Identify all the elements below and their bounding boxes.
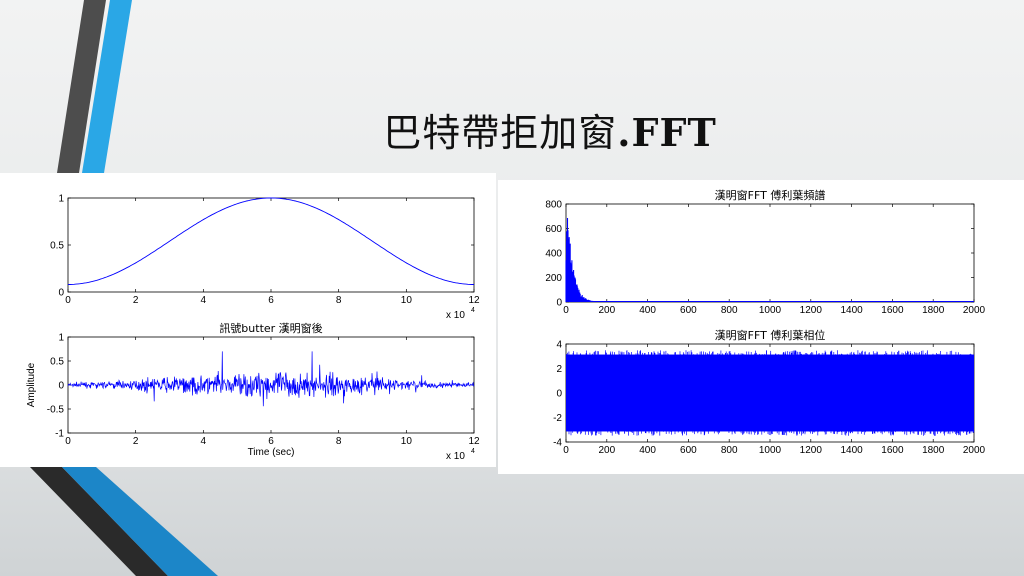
x-tick-label: 1600	[881, 305, 904, 316]
x-axis-exponent: 4	[471, 307, 475, 314]
y-tick-label: 0	[58, 288, 64, 299]
x-tick-label: 0	[65, 436, 71, 447]
chart-title: 漢明窗FFT 傅利葉頻譜	[715, 188, 826, 202]
y-axis-label: Amplitude	[26, 362, 37, 407]
x-tick-label: 0	[563, 445, 569, 456]
y-tick-label: -1	[55, 429, 64, 440]
x-tick-label: 2000	[963, 445, 986, 456]
x-axis-exponent: 4	[471, 448, 475, 455]
x-tick-label: 200	[598, 305, 615, 316]
y-tick-label: 2	[556, 364, 562, 375]
x-tick-label: 4	[201, 295, 207, 306]
x-tick-label: 800	[721, 445, 738, 456]
x-tick-label: 1200	[800, 445, 823, 456]
y-tick-label: -0.5	[47, 405, 65, 416]
x-tick-label: 2000	[963, 305, 986, 316]
y-tick-label: 600	[545, 224, 562, 235]
x-tick-label: 6	[268, 295, 274, 306]
top-blue-stripe	[82, 0, 132, 173]
plot-area	[565, 203, 975, 303]
x-tick-label: 8	[336, 436, 342, 447]
slide-title: 巴特帶拒加窗.FFT	[300, 102, 800, 157]
chart-spectrum: 0 200 400 600 800 1000 1200 1400 1600 1800 2000 0 20…	[545, 188, 985, 316]
y-tick-label: 0	[556, 389, 562, 400]
y-tick-label: -2	[553, 413, 562, 424]
y-tick-label: 200	[545, 273, 562, 284]
x-tick-label: 2	[133, 295, 139, 306]
y-tick-label: 0	[58, 381, 64, 392]
x-tick-label: 1400	[840, 445, 863, 456]
x-tick-label: 0	[65, 295, 71, 306]
x-tick-label: 1000	[759, 445, 782, 456]
x-tick-label: 600	[680, 305, 697, 316]
x-tick-label: 1000	[759, 305, 782, 316]
x-tick-label: 8	[336, 295, 342, 306]
bottom-blue-stripe	[62, 467, 218, 576]
y-tick-label: 0.5	[50, 357, 64, 368]
y-tick-label: 4	[556, 340, 562, 351]
right-figure: 0 200 400 600 800 1000 1200 1400 1600 1800 2000020…	[545, 188, 985, 456]
x-axis-multiplier: x 10	[446, 451, 465, 462]
chart-phase: 0 200 400 600 800 1000 1200 1400 1600 1800 2000 -4 -…	[553, 328, 985, 456]
x-tick-label: 400	[639, 445, 656, 456]
x-tick-label: 4	[201, 436, 207, 447]
x-tick-label: 2	[133, 436, 139, 447]
top-gray-stripe	[57, 0, 106, 173]
x-tick-label: 10	[401, 436, 413, 447]
x-tick-label: 600	[680, 445, 697, 456]
x-axis-label: Time (sec)	[248, 447, 295, 458]
x-tick-label: 1400	[840, 305, 863, 316]
x-tick-label: 200	[598, 445, 615, 456]
x-tick-label: 0	[563, 305, 569, 316]
y-tick-label: 0.5	[50, 241, 64, 252]
slide-title-latin: .FFT	[617, 110, 717, 155]
y-tick-label: -4	[553, 438, 562, 449]
x-tick-label: 1200	[800, 305, 823, 316]
y-tick-label: 0	[556, 298, 562, 309]
y-tick-label: 800	[545, 200, 562, 211]
x-tick-label: 10	[401, 295, 413, 306]
chart-title: 訊號butter 漢明窗後	[219, 321, 322, 335]
x-tick-label: 400	[639, 305, 656, 316]
chart-title: 漢明窗FFT 傅利葉相位	[715, 328, 826, 342]
right-figure-panel: 0 200 400 600 800 1000 1200 1400 1600 1800 2000 0 20…	[498, 180, 1024, 474]
chart-signal: 0 2 4 6 8 10 12 -1 -0.5 0 0.5 1 訊號butter 漢明窗後 Time (s…	[26, 321, 480, 462]
x-tick-label: 12	[468, 436, 480, 447]
left-figure-panel: 0 2 4 6 8 10 12 0 0.5 1 x 10 4 0 2 4 6 8 10 12 -1 -0.5 0 0.5 1 訊…	[0, 173, 496, 467]
signal-trace	[67, 351, 475, 407]
bottom-dark-stripe	[30, 467, 168, 576]
x-tick-label: 1800	[922, 305, 945, 316]
x-tick-label: 1800	[922, 445, 945, 456]
left-figure: 0 2 4 6 8 10 12 0 0.5 1 x 10 4 0 2 4 6 8 10 12 -1 -0.5 0 0.5 1 訊…	[26, 194, 480, 463]
phase-fill	[566, 354, 974, 432]
slide-title-cjk: 巴特帶拒加窗	[383, 111, 618, 155]
x-tick-label: 12	[468, 295, 480, 306]
y-tick-label: 400	[545, 249, 562, 260]
y-tick-label: 1	[58, 333, 64, 344]
x-tick-label: 800	[721, 305, 738, 316]
window-curve	[68, 197, 474, 285]
x-tick-label: 6	[268, 436, 274, 447]
x-tick-label: 1600	[881, 445, 904, 456]
chart-window: 0 2 4 6 8 10 12 0 0.5 1 x 10 4	[50, 194, 480, 322]
x-axis-multiplier: x 10	[446, 310, 465, 321]
phase-spikes	[566, 350, 975, 436]
plot-area	[67, 197, 475, 293]
y-tick-label: 1	[58, 194, 64, 205]
